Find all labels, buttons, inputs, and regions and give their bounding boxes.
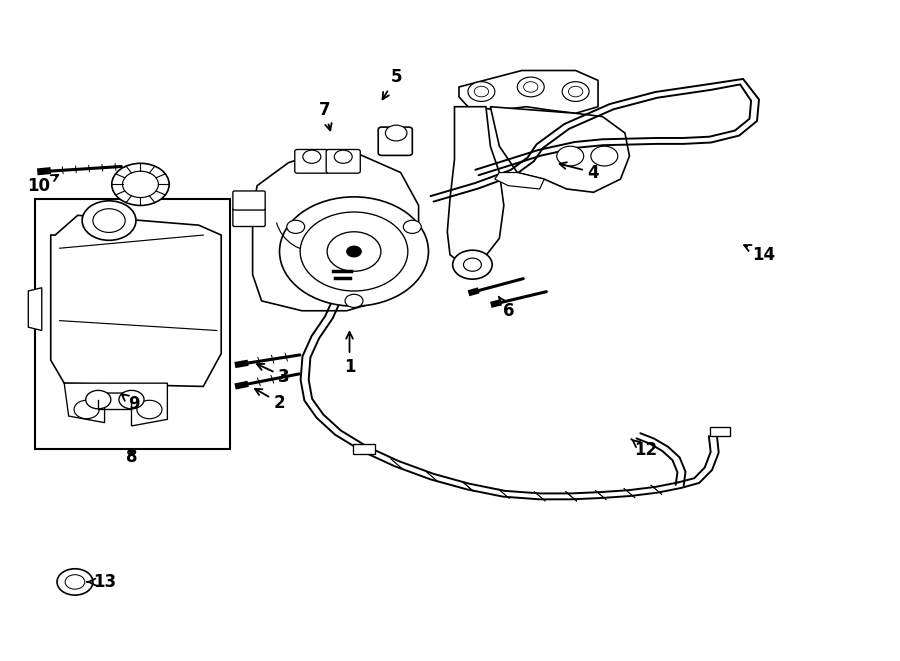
Circle shape <box>385 125 407 141</box>
FancyBboxPatch shape <box>295 149 328 173</box>
Text: 12: 12 <box>631 439 657 459</box>
Polygon shape <box>64 383 167 426</box>
Text: 4: 4 <box>560 162 599 182</box>
Circle shape <box>524 82 538 93</box>
Circle shape <box>287 220 305 233</box>
Bar <box>35 199 230 449</box>
Circle shape <box>280 197 428 306</box>
FancyBboxPatch shape <box>378 127 412 155</box>
Circle shape <box>93 209 125 233</box>
Circle shape <box>468 82 495 101</box>
Text: 1: 1 <box>344 332 356 375</box>
FancyBboxPatch shape <box>326 149 360 173</box>
Circle shape <box>74 401 99 418</box>
Circle shape <box>345 294 363 307</box>
Circle shape <box>301 212 408 291</box>
Text: 2: 2 <box>255 389 285 412</box>
Circle shape <box>303 150 320 163</box>
Text: 6: 6 <box>499 297 514 320</box>
Polygon shape <box>491 106 629 192</box>
Circle shape <box>137 401 162 418</box>
Polygon shape <box>459 71 598 113</box>
Text: 7: 7 <box>319 101 331 130</box>
Circle shape <box>557 146 584 166</box>
Circle shape <box>57 568 93 595</box>
Circle shape <box>327 232 381 271</box>
Circle shape <box>591 146 617 166</box>
Circle shape <box>474 87 489 97</box>
Circle shape <box>82 201 136 241</box>
Text: 8: 8 <box>126 448 137 466</box>
Circle shape <box>334 150 352 163</box>
Circle shape <box>453 251 492 279</box>
Circle shape <box>86 391 111 408</box>
Polygon shape <box>253 153 418 311</box>
Circle shape <box>65 574 85 589</box>
Circle shape <box>403 220 421 233</box>
Bar <box>353 444 374 454</box>
Text: 3: 3 <box>257 364 290 385</box>
Text: 5: 5 <box>382 68 402 99</box>
Text: 14: 14 <box>744 245 776 264</box>
Circle shape <box>346 247 361 256</box>
Circle shape <box>464 258 482 271</box>
Bar <box>710 427 730 436</box>
Polygon shape <box>495 173 544 189</box>
Text: 11: 11 <box>122 170 146 188</box>
FancyBboxPatch shape <box>233 191 266 210</box>
FancyBboxPatch shape <box>233 208 266 227</box>
Circle shape <box>562 82 590 101</box>
Circle shape <box>119 391 144 408</box>
Polygon shape <box>50 215 221 387</box>
Text: 13: 13 <box>87 573 116 591</box>
Text: 9: 9 <box>122 394 140 413</box>
Text: 10: 10 <box>28 175 58 195</box>
Polygon shape <box>447 106 504 264</box>
Polygon shape <box>28 288 41 330</box>
Circle shape <box>518 77 544 97</box>
Circle shape <box>112 163 169 206</box>
Circle shape <box>122 171 158 198</box>
Circle shape <box>569 87 583 97</box>
